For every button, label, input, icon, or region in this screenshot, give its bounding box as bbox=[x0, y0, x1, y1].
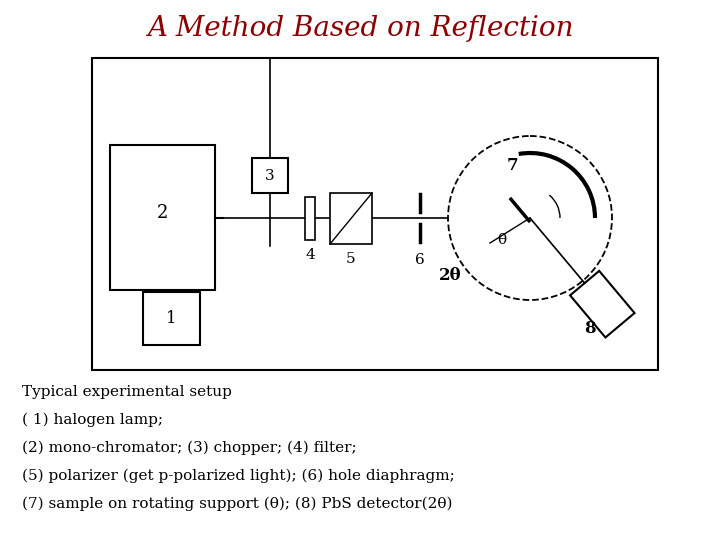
Text: (7) sample on rotating support (θ); (8) PbS detector(2θ): (7) sample on rotating support (θ); (8) … bbox=[22, 497, 452, 511]
Circle shape bbox=[448, 136, 612, 300]
Bar bbox=[570, 271, 634, 338]
Text: 8: 8 bbox=[584, 320, 595, 336]
Bar bbox=[110, 145, 215, 290]
Bar bbox=[330, 193, 372, 244]
Bar bbox=[252, 158, 288, 193]
Text: θ: θ bbox=[498, 233, 507, 247]
Text: (2) mono-chromator; (3) chopper; (4) filter;: (2) mono-chromator; (3) chopper; (4) fil… bbox=[22, 441, 356, 455]
Text: 4: 4 bbox=[305, 248, 315, 262]
Text: ( 1) halogen lamp;: ( 1) halogen lamp; bbox=[22, 413, 163, 427]
Text: A Method Based on Reflection: A Method Based on Reflection bbox=[147, 15, 573, 42]
Bar bbox=[305, 197, 315, 240]
Text: 3: 3 bbox=[265, 168, 275, 183]
Text: 2θ: 2θ bbox=[438, 267, 462, 285]
Text: (5) polarizer (get p-polarized light); (6) hole diaphragm;: (5) polarizer (get p-polarized light); (… bbox=[22, 469, 455, 483]
Text: 6: 6 bbox=[415, 253, 425, 267]
Bar bbox=[143, 292, 200, 345]
Text: 7: 7 bbox=[506, 158, 518, 174]
Bar bbox=[92, 58, 658, 370]
Text: Typical experimental setup: Typical experimental setup bbox=[22, 385, 232, 399]
Text: 1: 1 bbox=[166, 310, 177, 327]
Text: 5: 5 bbox=[346, 252, 356, 266]
Text: 2: 2 bbox=[157, 204, 168, 221]
